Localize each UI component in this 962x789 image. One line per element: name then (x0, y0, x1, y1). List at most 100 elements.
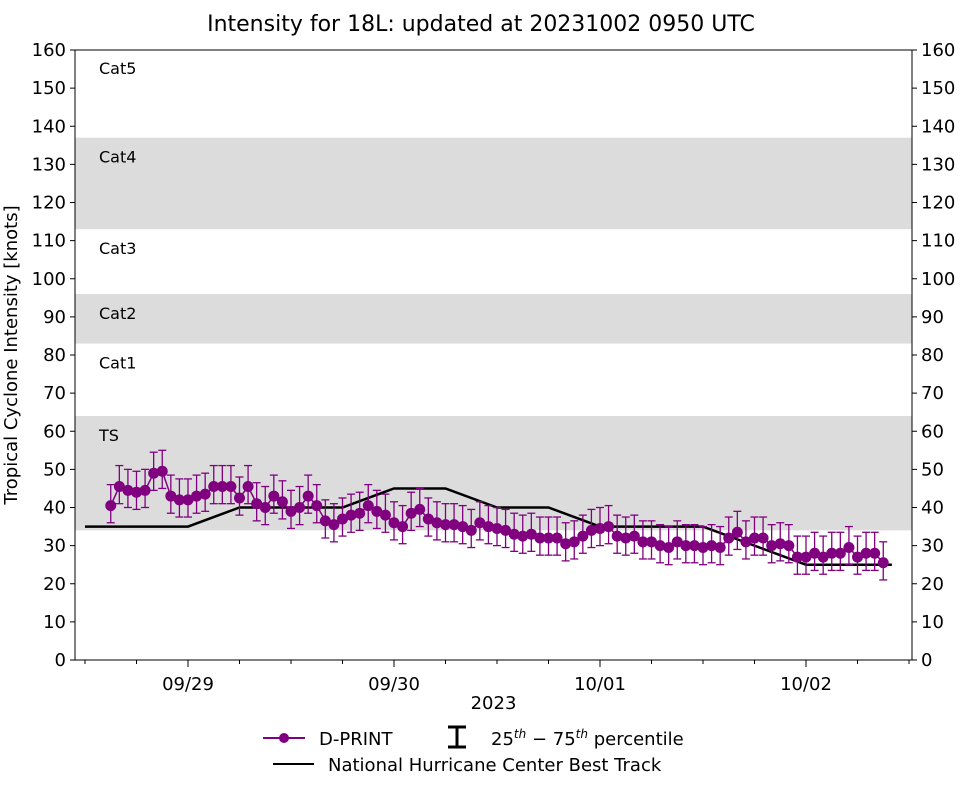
dprint-point (199, 488, 211, 500)
y-tick-label: 150 (32, 78, 66, 99)
dprint-point (405, 507, 417, 519)
y-tick-label: 120 (32, 193, 66, 214)
dprint-point (757, 532, 769, 544)
dprint-point (268, 490, 280, 502)
y-tick-label: 20 (43, 574, 66, 595)
y-tick-label-right: 20 (921, 574, 944, 595)
y-tick-label-right: 70 (921, 383, 944, 404)
dprint-point (113, 481, 125, 493)
band-ts (75, 416, 912, 531)
dprint-point (860, 547, 872, 559)
y-tick-label: 60 (43, 421, 66, 442)
dprint-point (328, 519, 340, 531)
dprint-point (448, 519, 460, 531)
dprint-point (440, 519, 451, 531)
dprint-point (628, 530, 640, 542)
dprint-point (585, 524, 597, 536)
y-tick-label-right: 40 (921, 498, 944, 519)
dprint-point (285, 505, 297, 517)
dprint-point (791, 551, 803, 563)
dprint-point (371, 505, 383, 517)
dprint-point (826, 547, 838, 559)
y-tick-label: 10 (43, 612, 66, 633)
dprint-point (139, 484, 151, 496)
dprint-point (508, 528, 520, 540)
y-tick-label-right: 140 (921, 116, 955, 137)
dprint-point (208, 481, 220, 493)
dprint-point (156, 465, 168, 477)
dprint-point (654, 540, 666, 552)
dprint-point (251, 498, 263, 510)
legend-best-track-label: National Hurricane Center Best Track (328, 755, 662, 776)
dprint-point (697, 542, 709, 554)
legend-dprint-label: D-PRINT (319, 729, 393, 750)
dprint-point (706, 540, 718, 552)
y-tick-label-right: 50 (921, 459, 944, 480)
x-tick-label: 10/02 (780, 674, 832, 695)
dprint-point (182, 494, 194, 506)
y-tick-label-right: 80 (921, 345, 944, 366)
dprint-point (774, 538, 786, 550)
dprint-point (165, 490, 177, 502)
dprint-point (783, 540, 795, 552)
dprint-point (173, 494, 185, 506)
dprint-point (620, 532, 632, 544)
y-tick-label: 140 (32, 116, 66, 137)
y-tick-label-right: 150 (921, 78, 955, 99)
dprint-point (131, 486, 142, 498)
y-tick-label: 130 (32, 154, 66, 175)
dprint-point (525, 528, 537, 540)
dprint-point (397, 521, 409, 533)
dprint-point (500, 524, 512, 536)
dprint-point (534, 532, 546, 544)
dprint-point (431, 517, 443, 529)
dprint-point (766, 540, 778, 552)
dprint-point (414, 503, 426, 515)
dprint-point (551, 532, 563, 544)
dprint-point (422, 513, 434, 525)
dprint-point (191, 490, 203, 502)
dprint-point (225, 481, 237, 493)
dprint-point (877, 557, 889, 569)
dprint-point (817, 551, 829, 563)
y-tick-label-right: 60 (921, 421, 944, 442)
x-tick-label: 09/29 (162, 674, 214, 695)
dprint-point (474, 517, 486, 529)
y-tick-label-right: 90 (921, 307, 944, 328)
dprint-point (482, 521, 494, 533)
dprint-point (388, 517, 400, 529)
dprint-point (319, 515, 331, 527)
y-tick-label: 0 (55, 650, 66, 671)
dprint-point (337, 513, 348, 525)
dprint-point (594, 522, 606, 534)
dprint-point (603, 521, 615, 533)
dprint-point (148, 467, 160, 479)
band-label-cat4: Cat4 (99, 148, 136, 167)
y-axis-label: Tropical Cyclone Intensity [knots] (1, 205, 22, 505)
x-tick-label: 09/30 (368, 674, 420, 695)
dprint-point (714, 542, 726, 554)
dprint-point (517, 530, 529, 542)
dprint-point (680, 540, 692, 552)
legend-percentile-label: 25th − 75th percentile (491, 727, 684, 750)
band-label-cat3: Cat3 (99, 239, 136, 258)
dprint-point (234, 492, 245, 504)
y-tick-label-right: 110 (921, 231, 955, 252)
y-tick-label: 70 (43, 383, 66, 404)
y-tick-label-right: 0 (921, 650, 932, 671)
band-label-cat1: Cat1 (99, 354, 136, 373)
dprint-point (663, 542, 675, 554)
dprint-point (122, 484, 134, 496)
y-tick-label: 100 (32, 269, 66, 290)
chart-title: Intensity for 18L: updated at 20231002 0… (207, 12, 755, 37)
dprint-point (543, 532, 554, 544)
dprint-point (294, 502, 306, 513)
dprint-point (834, 547, 846, 559)
y-tick-label-right: 100 (921, 269, 955, 290)
dprint-point (843, 542, 855, 554)
dprint-point (379, 509, 391, 521)
y-tick-label: 30 (43, 536, 66, 557)
dprint-point (568, 536, 580, 548)
dprint-point (345, 509, 357, 521)
dprint-point (362, 500, 374, 512)
